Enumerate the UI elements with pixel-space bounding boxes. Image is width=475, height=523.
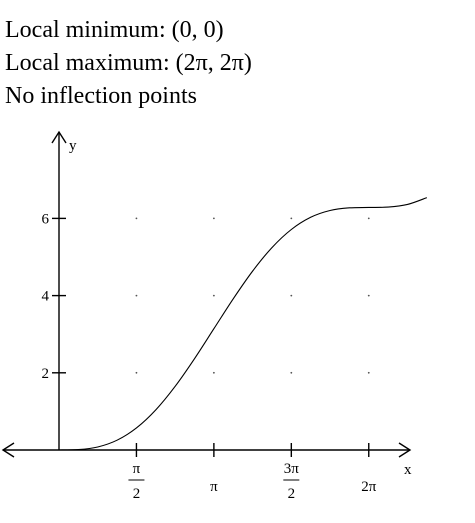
- grid-dot: [212, 294, 215, 297]
- grid-dot: [290, 371, 293, 374]
- y-tick-label: 4: [42, 289, 50, 305]
- x-axis-label: x: [404, 462, 412, 478]
- x-tick-label-fraction: π2: [128, 461, 145, 502]
- grid-dot: [367, 217, 370, 220]
- grid-dot: [135, 294, 138, 297]
- x-tick-label-numerator: 3π: [284, 461, 300, 477]
- grid-dot: [290, 294, 293, 297]
- grid-dot: [135, 217, 138, 220]
- y-tick-label: 2: [42, 366, 50, 382]
- grid-dot: [367, 371, 370, 374]
- function-curve: [58, 197, 428, 451]
- y-axis-arrowhead: [51, 130, 67, 144]
- y-tick-label: 6: [42, 211, 50, 227]
- local-minimum-text: Local minimum: (0, 0): [5, 17, 224, 43]
- grid-dot: [135, 371, 138, 374]
- grid-dot: [367, 294, 370, 297]
- info-text-block: Local minimum: (0, 0) Local maximum: (2π…: [5, 14, 465, 113]
- x-tick-label: 2π: [361, 479, 377, 495]
- local-maximum-text: Local maximum: (2π, 2π): [5, 50, 252, 76]
- inflection-points-text: No inflection points: [5, 83, 197, 109]
- grid-dot: [290, 217, 293, 220]
- grid-dots: [135, 217, 370, 374]
- grid-dot: [212, 217, 215, 220]
- grid-dot: [212, 371, 215, 374]
- x-tick-label-fraction: 3π 2: [283, 461, 300, 502]
- x-axis-left-arrowhead: [1, 442, 15, 458]
- x-tick-label: π: [210, 479, 218, 495]
- x-tick-label-numerator: π: [133, 461, 141, 477]
- x-tick-label-denominator: 2: [288, 486, 296, 502]
- y-axis-label: y: [69, 138, 77, 154]
- x-tick-label-denominator: 2: [133, 486, 141, 502]
- x-axis-right-arrowhead: [398, 442, 412, 458]
